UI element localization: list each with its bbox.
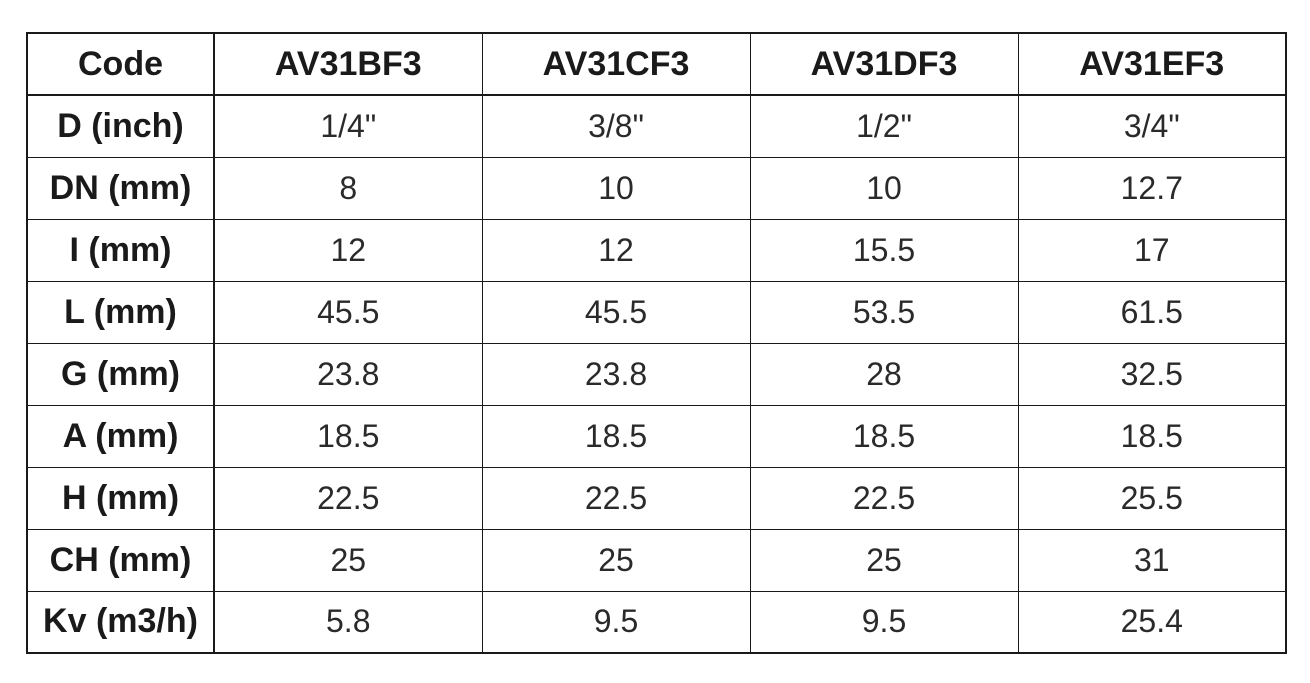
table-cell: 28 (749, 342, 1019, 406)
header-model: AV31CF3 (481, 32, 751, 96)
table-cell: 12.7 (1017, 156, 1287, 220)
table-cell: 25.4 (1017, 590, 1287, 654)
table-cell: 12 (213, 218, 483, 282)
table-cell: 23.8 (213, 342, 483, 406)
table-cell: 22.5 (749, 466, 1019, 530)
table-cell: 17 (1017, 218, 1287, 282)
table-row: CH (mm) 25 25 25 31 (26, 528, 1287, 592)
row-label: I (mm) (26, 218, 215, 282)
table-cell: 45.5 (481, 280, 751, 344)
row-label: CH (mm) (26, 528, 215, 592)
table-cell: 45.5 (213, 280, 483, 344)
table-cell: 3/4" (1017, 94, 1287, 158)
table-cell: 18.5 (481, 404, 751, 468)
row-label: DN (mm) (26, 156, 215, 220)
row-label: L (mm) (26, 280, 215, 344)
table-cell: 22.5 (213, 466, 483, 530)
table-row: D (inch) 1/4" 3/8" 1/2" 3/4" (26, 94, 1287, 158)
table-row: G (mm) 23.8 23.8 28 32.5 (26, 342, 1287, 406)
table-cell: 5.8 (213, 590, 483, 654)
header-code: Code (26, 32, 215, 96)
table-row: A (mm) 18.5 18.5 18.5 18.5 (26, 404, 1287, 468)
table-cell: 15.5 (749, 218, 1019, 282)
table-cell: 23.8 (481, 342, 751, 406)
table-cell: 18.5 (749, 404, 1019, 468)
table-cell: 25.5 (1017, 466, 1287, 530)
table-cell: 32.5 (1017, 342, 1287, 406)
table-cell: 3/8" (481, 94, 751, 158)
table-row: H (mm) 22.5 22.5 22.5 25.5 (26, 466, 1287, 530)
table-cell: 22.5 (481, 466, 751, 530)
table-cell: 10 (749, 156, 1019, 220)
table-row: Kv (m3/h) 5.8 9.5 9.5 25.4 (26, 590, 1287, 654)
row-label: D (inch) (26, 94, 215, 158)
table-cell: 18.5 (213, 404, 483, 468)
row-label: Kv (m3/h) (26, 590, 215, 654)
header-model: AV31BF3 (213, 32, 483, 96)
table-cell: 25 (213, 528, 483, 592)
table-cell: 25 (749, 528, 1019, 592)
table-cell: 10 (481, 156, 751, 220)
table-cell: 53.5 (749, 280, 1019, 344)
table-cell: 61.5 (1017, 280, 1287, 344)
table-cell: 18.5 (1017, 404, 1287, 468)
table-cell: 1/4" (213, 94, 483, 158)
table-row: DN (mm) 8 10 10 12.7 (26, 156, 1287, 220)
table-cell: 9.5 (481, 590, 751, 654)
row-label: G (mm) (26, 342, 215, 406)
table-header-row: Code AV31BF3 AV31CF3 AV31DF3 AV31EF3 (26, 32, 1287, 96)
row-label: A (mm) (26, 404, 215, 468)
spec-table: Code AV31BF3 AV31CF3 AV31DF3 AV31EF3 D (… (26, 32, 1287, 654)
table-cell: 12 (481, 218, 751, 282)
table-row: I (mm) 12 12 15.5 17 (26, 218, 1287, 282)
header-model: AV31EF3 (1017, 32, 1287, 96)
row-label: H (mm) (26, 466, 215, 530)
table-row: L (mm) 45.5 45.5 53.5 61.5 (26, 280, 1287, 344)
table-cell: 1/2" (749, 94, 1019, 158)
table-cell: 9.5 (749, 590, 1019, 654)
table-cell: 31 (1017, 528, 1287, 592)
table-cell: 8 (213, 156, 483, 220)
header-model: AV31DF3 (749, 32, 1019, 96)
table-cell: 25 (481, 528, 751, 592)
